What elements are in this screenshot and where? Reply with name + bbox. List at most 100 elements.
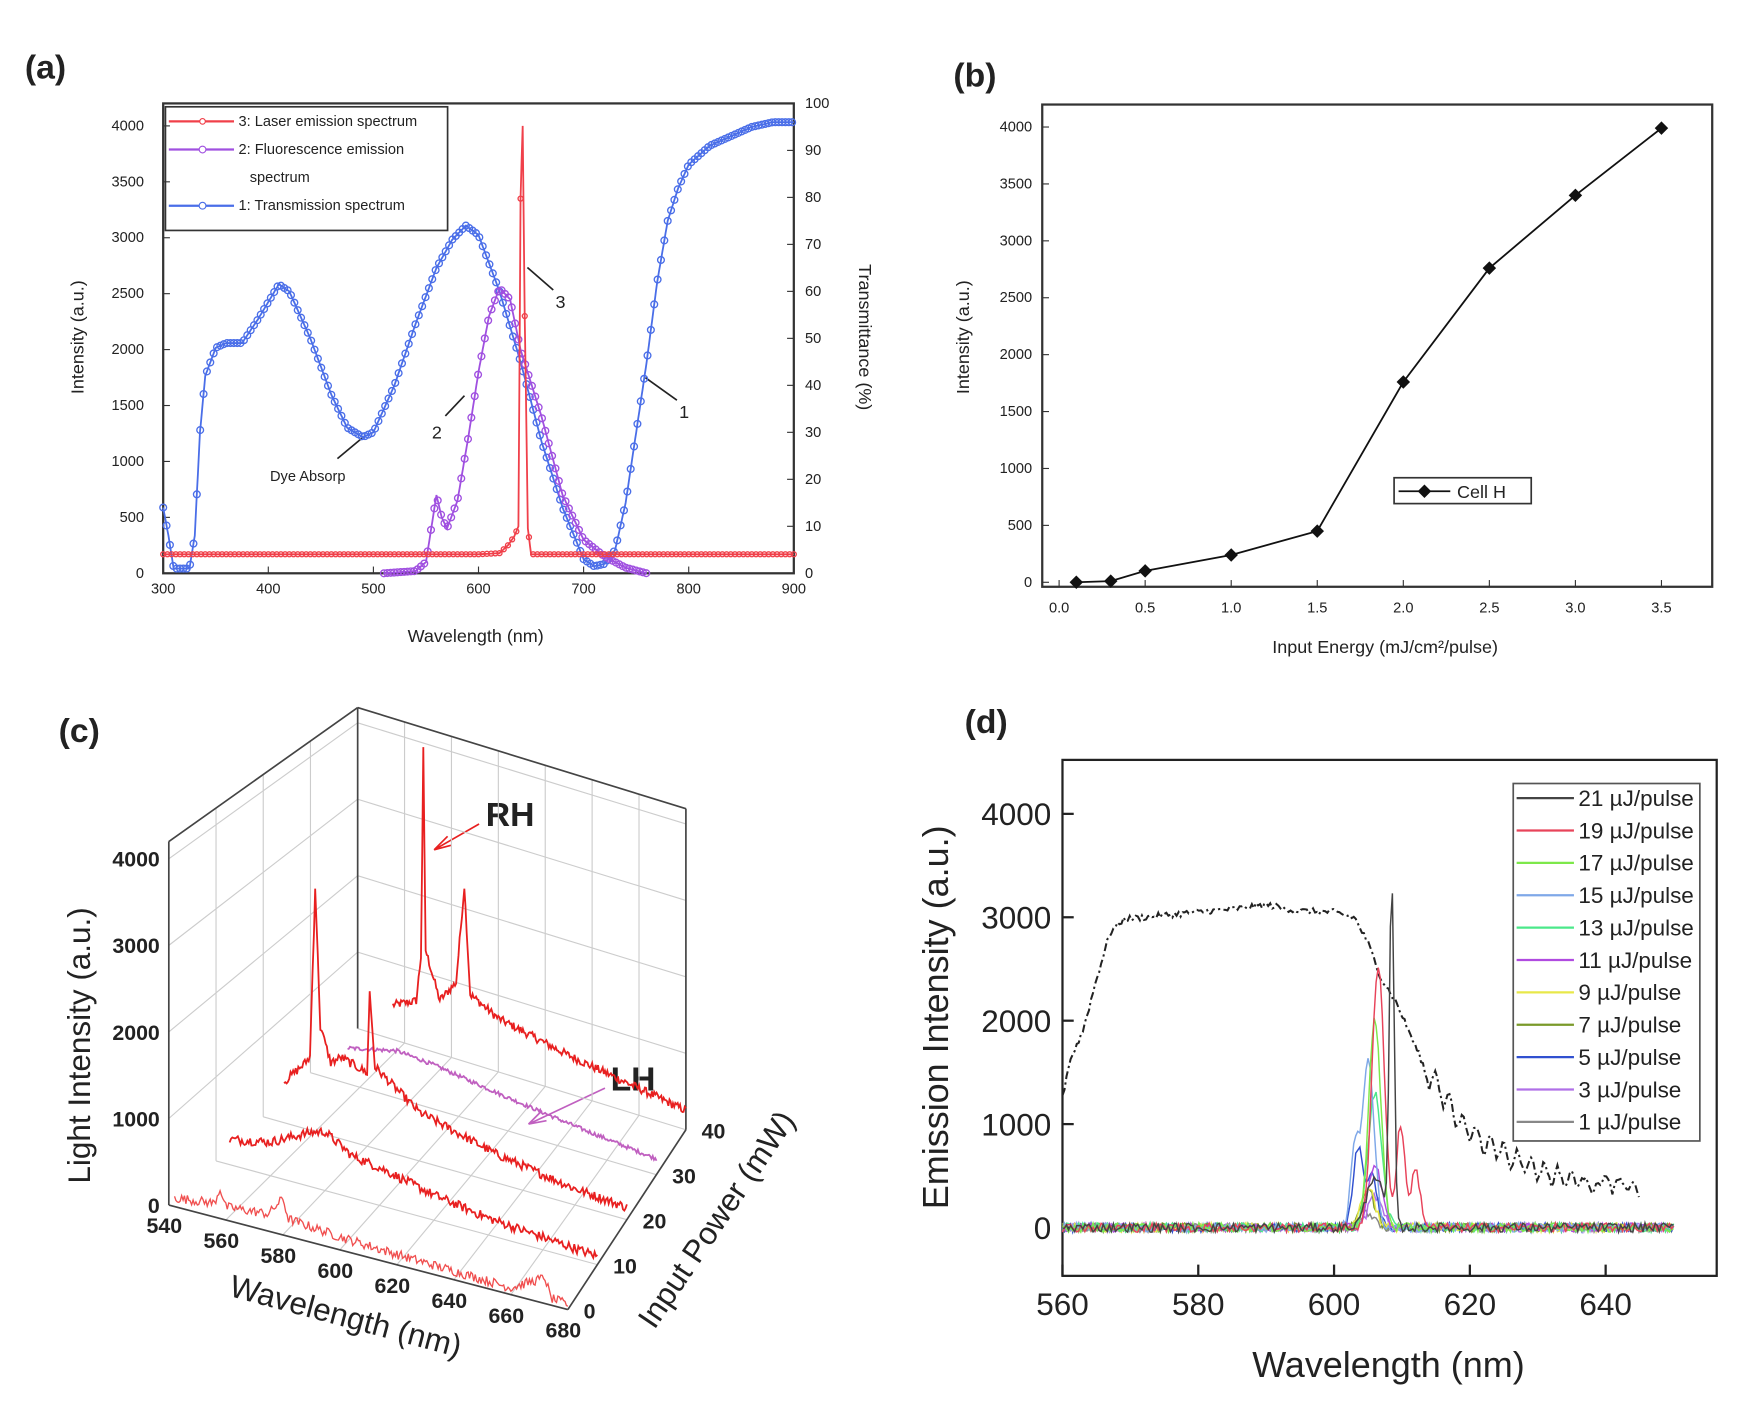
data-point-a <box>460 454 469 463</box>
data-point-a <box>673 185 682 194</box>
data-point-a <box>761 551 768 558</box>
panel-label-c: (c) <box>59 712 100 750</box>
x-tick-label-c: 620 <box>375 1274 411 1298</box>
x-tick-label-b: 0.5 <box>1135 601 1155 617</box>
data-point-a <box>165 540 174 549</box>
data-point-a <box>411 320 420 329</box>
data-point-b <box>1482 261 1497 275</box>
data-point-a <box>189 539 198 548</box>
data-point-b <box>1138 564 1152 578</box>
legend-marker-transmission <box>198 201 207 210</box>
data-point-a <box>437 551 444 558</box>
data-point-a <box>505 321 514 330</box>
data-point-a <box>290 298 299 307</box>
y-tick-label-c: 30 <box>672 1165 696 1189</box>
legend-marker-cell-h <box>1417 484 1432 498</box>
panel-label-d: (d) <box>965 703 1008 741</box>
data-point-a <box>752 551 760 558</box>
data-point-a <box>320 372 329 381</box>
gridline-c <box>310 1072 657 1176</box>
data-point-a <box>384 394 393 403</box>
y2-tick-label-a: 20 <box>805 472 821 488</box>
axis-edge-c <box>168 1204 569 1311</box>
data-point-a <box>310 345 319 354</box>
data-point-a <box>782 551 789 558</box>
data-point-a <box>784 118 793 127</box>
y-tick-label-c: 10 <box>613 1255 637 1279</box>
data-point-a <box>788 118 797 127</box>
y2-tick-label-a: 100 <box>805 96 829 112</box>
data-point-a <box>551 464 560 473</box>
data-point-a <box>677 177 686 186</box>
y-tick-label-d: 4000 <box>981 797 1051 832</box>
data-point-a <box>723 551 730 558</box>
data-point-a <box>381 401 390 411</box>
data-point-a <box>542 453 551 462</box>
data-point-a <box>534 551 541 558</box>
y2-tick-label-a: 0 <box>805 566 813 582</box>
legend-label-d: 5 µJ/pulse <box>1578 1045 1681 1070</box>
data-point-a <box>202 551 209 558</box>
data-point-a <box>353 551 360 558</box>
data-point-a <box>580 551 587 558</box>
data-point-a <box>525 533 533 541</box>
data-point-a <box>567 551 575 558</box>
data-point-a <box>504 293 513 302</box>
data-point-a <box>638 568 647 577</box>
data-point-a <box>727 551 734 558</box>
legend-label-d: 19 µJ/pulse <box>1578 818 1693 843</box>
data-point-b <box>1310 524 1325 538</box>
data-point-a <box>307 551 314 558</box>
data-point-a <box>672 551 680 558</box>
data-point-a <box>450 551 457 558</box>
x-tick-label-c: 660 <box>489 1304 525 1328</box>
data-point-a <box>231 551 238 558</box>
data-point-a <box>327 390 336 399</box>
data-point-a <box>162 521 171 530</box>
legend-label-d: 11 µJ/pulse <box>1578 948 1692 973</box>
data-point-a <box>176 551 184 558</box>
annotation-dye-absorp: Dye Absorp <box>270 469 346 485</box>
gridline-c <box>357 951 687 1054</box>
data-point-a <box>391 551 398 558</box>
data-point-a <box>541 426 550 435</box>
gridline-c <box>168 798 359 946</box>
data-point-a <box>471 551 478 558</box>
z-tick-label-c: 3000 <box>112 934 159 958</box>
data-point-a <box>500 546 507 553</box>
data-point-a <box>614 551 621 558</box>
data-point-a <box>558 489 567 498</box>
data-point-a <box>463 435 473 444</box>
reference-curve-d <box>1061 901 1640 1198</box>
data-point-a <box>568 511 577 520</box>
legend-marker-fluorescence <box>198 145 207 154</box>
y-tick-label-b: 0 <box>1024 575 1032 591</box>
data-point-a <box>643 551 650 558</box>
x-tick-label-c: 680 <box>546 1319 582 1343</box>
data-point-a <box>564 504 573 513</box>
data-point-a <box>681 551 688 558</box>
x-axis-title-b: Input Energy (mJ/cm²/pulse) <box>1272 637 1498 657</box>
data-point-a <box>192 490 201 499</box>
data-point-a <box>622 551 629 558</box>
data-point-a <box>420 559 429 568</box>
data-point-a <box>324 551 331 558</box>
data-point-a <box>548 451 557 460</box>
data-point-b <box>1654 121 1669 135</box>
data-point-a <box>534 403 543 412</box>
data-point-a <box>256 551 264 558</box>
data-point-a <box>382 551 390 558</box>
data-point-a <box>769 551 776 558</box>
data-point-a <box>714 551 722 558</box>
data-point-a <box>450 504 459 513</box>
data-point-a <box>298 551 306 558</box>
data-point-a <box>574 525 584 534</box>
data-point-a <box>168 551 175 558</box>
data-point-a <box>196 426 205 435</box>
x-tick-label-d: 640 <box>1579 1287 1632 1322</box>
data-point-a <box>531 392 540 401</box>
data-point-a <box>160 551 167 558</box>
annotation-2: 2 <box>432 422 442 442</box>
data-point-a <box>618 551 625 558</box>
data-point-a <box>273 551 280 558</box>
